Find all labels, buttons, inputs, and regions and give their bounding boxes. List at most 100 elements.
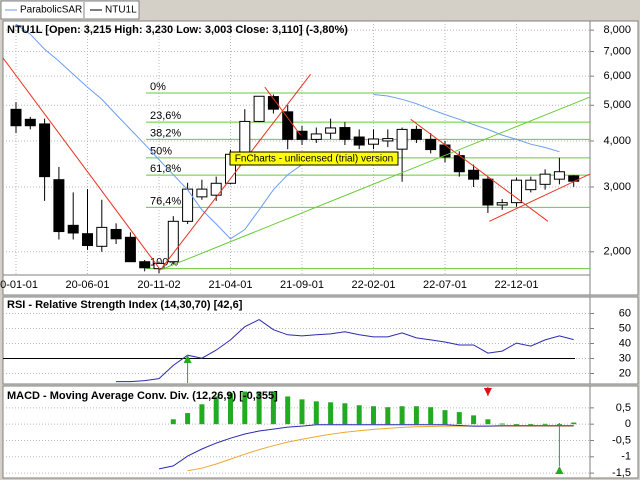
y-tick-label: 40 [619, 337, 631, 349]
rsi-plot [3, 313, 590, 383]
trend-line [3, 57, 161, 271]
histogram-bar [471, 415, 477, 425]
candle-body [24, 118, 36, 127]
histogram-bar [528, 424, 534, 426]
main-plot: 0%23,6%38,2%50%61,8%76,4%100%FnCharts - … [3, 21, 590, 275]
fib-label: 23,6% [150, 110, 181, 122]
histogram-bar [428, 407, 434, 425]
y-tick-label: 4,000 [603, 135, 631, 147]
candle-body [539, 173, 551, 185]
y-tick-label: 30 [619, 352, 631, 364]
histogram-bar [270, 391, 276, 425]
candle-body [425, 138, 437, 151]
candle-body [553, 171, 565, 180]
histogram-bar [228, 393, 233, 425]
candle-body [139, 261, 151, 269]
y-tick-label: -1,5 [612, 467, 631, 479]
histogram-bar [442, 410, 448, 425]
indicator-line [15, 23, 560, 240]
candle-body [96, 226, 108, 247]
histogram-bar [514, 424, 519, 426]
fib-label: 76,4% [150, 195, 181, 207]
candle-body [482, 178, 494, 206]
y-tick-label: -1 [621, 451, 631, 463]
y-tick-label: 6,000 [603, 70, 631, 82]
y-tick-label: 5,000 [603, 99, 631, 111]
y-tick-label: -0,5 [612, 434, 631, 446]
candle-body [296, 130, 308, 140]
signal-head [483, 388, 492, 396]
rsi-line [116, 319, 574, 383]
candle-body [325, 127, 337, 134]
candle-body [239, 120, 251, 155]
candle-body [410, 128, 422, 140]
histogram-bar [356, 405, 362, 425]
histogram-bar [385, 407, 391, 425]
candle-body [267, 96, 279, 110]
legend-box [0, 0, 140, 20]
y-tick-label: 0,5 [616, 402, 631, 414]
macd-line [158, 424, 574, 470]
histogram-bar [413, 406, 419, 425]
x-tick-label: 20-01-01 [0, 279, 38, 291]
x-tick-label: 21-04-01 [208, 279, 252, 291]
histogram-bar [328, 402, 334, 425]
watermark: FnCharts - unlicensed (trial) version [235, 154, 393, 165]
candle-body [110, 228, 122, 240]
trend-line [264, 86, 301, 136]
candle-body [468, 169, 480, 180]
macd-title: MACD - Moving Average Conv. Div. (12,26,… [7, 390, 278, 402]
candle-body [353, 136, 365, 146]
rsi-panel [2, 296, 639, 385]
watermark-box [229, 151, 399, 166]
histogram-bar [242, 391, 248, 425]
candle-body [253, 95, 265, 122]
x-tick-label: 20-11-02 [137, 279, 180, 291]
candle-body [67, 224, 79, 234]
candle-body [124, 236, 136, 263]
histogram-bar [399, 406, 405, 425]
histogram-bar [542, 423, 548, 425]
trend-line [489, 173, 590, 222]
histogram-bar [313, 401, 319, 425]
candle-body [10, 108, 22, 127]
histogram-bar [299, 399, 305, 425]
y-tick-label: 7,000 [603, 45, 631, 57]
histogram-bar [199, 404, 205, 425]
rsi-title: RSI - Relative Strength Index (14,30,70)… [7, 299, 243, 311]
candle-body [210, 182, 222, 196]
candle-body [167, 220, 179, 263]
x-tick-label: 20-06-01 [65, 279, 109, 291]
histogram-bar [456, 412, 462, 425]
histogram-bar [499, 423, 505, 425]
signal-arrow [183, 355, 192, 383]
signal-arrow [555, 423, 564, 474]
candle-body [496, 202, 508, 206]
macd-panel [2, 385, 639, 479]
x-tick-label: 21-09-01 [280, 279, 324, 291]
histogram-bar [485, 419, 491, 425]
fib-label: 38,2% [150, 127, 181, 139]
y-tick-label: 60 [619, 307, 631, 319]
y-tick-label: 8,000 [603, 24, 631, 36]
candle-body [310, 133, 322, 140]
candle-body [511, 179, 522, 204]
histogram-bar [285, 396, 291, 425]
fib-label: 61,8% [150, 163, 181, 175]
histogram-bar [342, 403, 348, 425]
y-tick-label: 3,000 [603, 181, 631, 193]
trend-line [160, 73, 311, 271]
legend-label: ParabolicSAR [20, 5, 82, 16]
candle-body [525, 179, 537, 191]
histogram-bar [185, 413, 191, 425]
y-tick-label: 2,000 [603, 246, 631, 258]
main-title: NTU1L [Open: 3,215 High: 3,230 Low: 3,00… [7, 24, 348, 36]
y-tick-label: 0 [625, 418, 631, 430]
histogram-bar [571, 422, 577, 425]
fib-label: 0% [150, 81, 166, 93]
histogram-bar [256, 391, 262, 425]
trend-line [160, 96, 590, 271]
macd-plot [3, 387, 590, 474]
